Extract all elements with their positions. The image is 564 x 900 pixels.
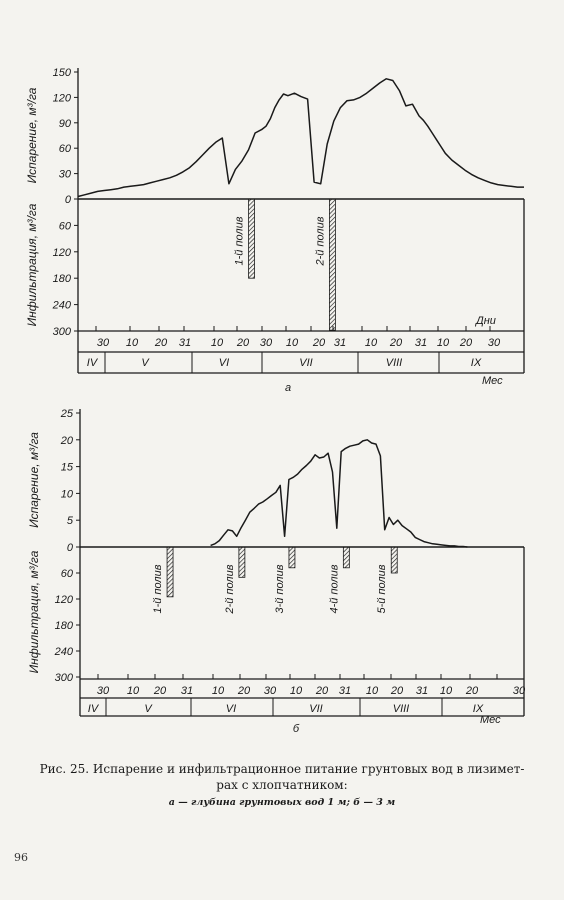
irrigation-bar xyxy=(390,546,398,574)
evap-tick-label: 0 xyxy=(65,194,72,206)
day-tick-label: 20 xyxy=(237,685,251,697)
evap-tick-label: 5 xyxy=(67,515,74,527)
irrigation-label: 2-й полив xyxy=(314,216,326,266)
day-tick-label: 20 xyxy=(465,685,479,697)
irrigation-bar xyxy=(342,546,350,569)
day-tick-label: 31 xyxy=(181,685,193,697)
infil-tick-label: 180 xyxy=(55,620,74,632)
irrigation-label: 2-й полив xyxy=(224,564,236,614)
infil-axis-title: Инфильтрация, м³/га xyxy=(27,550,41,673)
day-tick-label: 30 xyxy=(97,685,110,697)
infil-tick-label: 300 xyxy=(55,672,74,684)
day-tick-label: 30 xyxy=(264,685,277,697)
infil-tick-label: 60 xyxy=(59,220,72,232)
irrigation-label: 3-й полив xyxy=(274,564,286,613)
page-number: 96 xyxy=(14,851,28,864)
evap-tick-label: 20 xyxy=(60,435,74,447)
day-tick-label: 10 xyxy=(212,685,225,697)
day-tick-label: 20 xyxy=(236,337,250,349)
infil-tick-label: 300 xyxy=(53,326,72,338)
irrigation-bar xyxy=(238,546,246,578)
figure-caption-legend: а — глубина грунтовых вод 1 м; б — 3 м xyxy=(168,797,396,808)
day-tick-label: 10 xyxy=(211,337,224,349)
day-tick-label: 30 xyxy=(513,685,526,697)
month-unit-label: Мес xyxy=(482,375,503,387)
infil-tick-label: 180 xyxy=(53,273,72,285)
day-tick-label: 10 xyxy=(126,337,139,349)
irrigation-label: 5-й полив xyxy=(376,564,388,613)
day-tick-label: 20 xyxy=(153,685,167,697)
month-label: IV xyxy=(88,703,100,715)
infil-axis-title: Инфильтрация, м³/га xyxy=(25,203,39,326)
month-label: VI xyxy=(226,703,236,715)
month-label: VIII xyxy=(393,703,410,715)
month-label: VII xyxy=(299,357,312,369)
panel-label: б xyxy=(293,723,300,735)
evap-tick-label: 120 xyxy=(53,92,72,104)
day-tick-label: 30 xyxy=(260,337,273,349)
evap-axis-title: Испарение, м³/га xyxy=(25,87,39,183)
month-unit-label: Мес xyxy=(480,714,501,726)
evap-axis-title: Испарение, м³/га xyxy=(27,432,41,528)
day-tick-label: 10 xyxy=(366,685,379,697)
panel-b: 0 5 10 15 20 25 60 120 180 240 300 Испарение, м³/га… xyxy=(27,408,526,735)
month-label: V xyxy=(144,703,153,715)
day-tick-label: 20 xyxy=(315,685,329,697)
day-tick-label: 10 xyxy=(286,337,299,349)
irrigation-bar xyxy=(329,198,336,331)
irrigation-bar xyxy=(166,546,174,598)
day-tick-label: 20 xyxy=(312,337,326,349)
day-tick-label: 20 xyxy=(459,337,473,349)
month-label: IV xyxy=(87,357,99,369)
irrigation-label: 1-й полив xyxy=(152,564,164,613)
month-label: IX xyxy=(473,703,484,715)
month-label: VIII xyxy=(386,357,403,369)
day-tick-label: 31 xyxy=(334,337,346,349)
irrigation-label: 4-й полив xyxy=(328,564,340,613)
day-tick-label: 31 xyxy=(416,685,428,697)
panel-a: 0 30 60 90 120 150 60 120 180 240 300 Испарение, м³… xyxy=(25,67,525,394)
panel-label: а xyxy=(285,382,291,394)
evap-tick-label: 10 xyxy=(61,488,74,500)
day-tick-label: 20 xyxy=(154,337,168,349)
month-label: V xyxy=(141,357,150,369)
day-tick-label: 10 xyxy=(127,685,140,697)
evap-tick-label: 15 xyxy=(61,462,74,474)
infil-tick-label: 240 xyxy=(54,646,74,658)
month-label: VI xyxy=(219,357,229,369)
figure-caption-line2: рах с хлопчатником: xyxy=(216,778,348,792)
evap-tick-label: 0 xyxy=(67,542,74,554)
evap-tick-label: 25 xyxy=(60,408,74,420)
evap-tick-label: 30 xyxy=(59,169,72,181)
day-unit-label: Дни xyxy=(474,315,496,327)
day-tick-label: 10 xyxy=(440,685,453,697)
day-tick-label: 20 xyxy=(390,685,404,697)
evaporation-series-line xyxy=(77,78,524,198)
irrigation-label: 1-й полив xyxy=(234,216,246,265)
day-tick-label: 31 xyxy=(415,337,427,349)
figure-caption-line1: Рис. 25. Испарение и инфильтрационное пи… xyxy=(39,762,525,776)
day-tick-label: 31 xyxy=(339,685,351,697)
infil-tick-label: 120 xyxy=(53,247,72,259)
evap-tick-label: 60 xyxy=(59,143,72,155)
evaporation-series-line xyxy=(210,439,468,548)
irrigation-bar xyxy=(288,546,296,569)
infil-tick-label: 120 xyxy=(55,594,74,606)
evap-tick-label: 90 xyxy=(59,118,72,130)
irrigation-bar xyxy=(248,198,255,279)
evap-tick-label: 150 xyxy=(53,67,72,79)
infil-tick-label: 240 xyxy=(52,300,72,312)
day-tick-label: 10 xyxy=(290,685,303,697)
day-tick-label: 31 xyxy=(179,337,191,349)
infil-tick-label: 60 xyxy=(61,568,74,580)
day-tick-label: 10 xyxy=(437,337,450,349)
month-label: VII xyxy=(309,703,322,715)
day-tick-label: 30 xyxy=(488,337,501,349)
day-tick-label: 30 xyxy=(97,337,110,349)
day-tick-label: 20 xyxy=(389,337,403,349)
month-label: IX xyxy=(471,357,482,369)
day-tick-label: 10 xyxy=(365,337,378,349)
